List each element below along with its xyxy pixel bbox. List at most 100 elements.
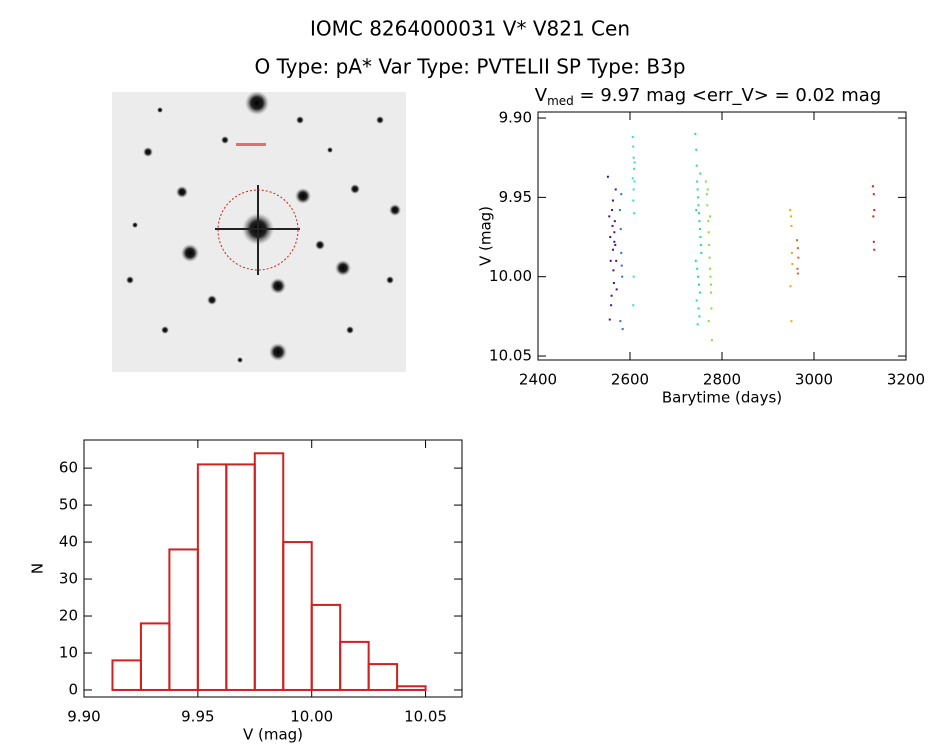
- data-point: [632, 199, 635, 202]
- data-point: [611, 248, 614, 251]
- data-point: [611, 209, 614, 212]
- data-point: [613, 240, 616, 243]
- data-point: [796, 272, 799, 275]
- data-point: [620, 251, 623, 254]
- x-axis-label: V (mag): [243, 726, 303, 744]
- data-point: [632, 275, 635, 278]
- title-main: V: [535, 85, 548, 106]
- y-tick-label: 20: [59, 607, 78, 625]
- data-point: [695, 164, 698, 167]
- y-axis-label: N: [29, 563, 47, 574]
- data-point: [619, 228, 622, 231]
- data-point: [698, 315, 701, 318]
- data-point: [699, 236, 702, 239]
- histogram-bar: [196, 463, 228, 691]
- page-subtitle: O Type: pA* Var Type: PVTELII SP Type: B…: [254, 55, 685, 79]
- data-point: [615, 259, 618, 262]
- data-point: [708, 256, 711, 259]
- data-point: [633, 180, 636, 183]
- histogram-bar: [339, 640, 370, 691]
- x-tick-label: 3000: [795, 371, 833, 389]
- x-tick-label: 10.05: [404, 708, 447, 726]
- data-point: [610, 294, 613, 297]
- data-point: [620, 264, 623, 267]
- data-point: [632, 156, 635, 159]
- x-tick-label: 10.00: [290, 708, 333, 726]
- data-point: [696, 180, 699, 183]
- x-tick-label: 2800: [703, 371, 741, 389]
- data-point: [699, 172, 702, 175]
- data-point: [608, 318, 611, 321]
- data-point: [621, 328, 624, 331]
- data-point: [695, 299, 698, 302]
- data-point: [796, 267, 799, 270]
- histogram-bar: [282, 541, 313, 691]
- data-point: [872, 215, 875, 218]
- x-tick-label: 2400: [519, 371, 557, 389]
- data-point: [872, 193, 875, 196]
- histogram-bar: [253, 452, 285, 691]
- data-point: [612, 269, 615, 272]
- x-axis-label: Barytime (days): [662, 389, 782, 407]
- axes-frame: [83, 439, 463, 698]
- data-point: [709, 267, 712, 270]
- data-point: [608, 215, 611, 218]
- data-point: [632, 188, 635, 191]
- y-tick-label: 50: [59, 496, 78, 514]
- y-tick-label: 0: [68, 680, 78, 698]
- x-tick-label: 3200: [887, 371, 925, 389]
- data-point: [795, 239, 798, 242]
- data-point: [697, 196, 700, 199]
- data-point: [789, 285, 792, 288]
- histogram-bar: [367, 663, 399, 691]
- data-point: [632, 304, 635, 307]
- data-point: [695, 209, 698, 212]
- data-point: [797, 256, 800, 259]
- y-tick-label: 10.00: [489, 267, 532, 285]
- data-point: [704, 180, 707, 183]
- data-point: [613, 220, 616, 223]
- y-tick-label: 40: [59, 533, 78, 551]
- data-point: [695, 148, 698, 151]
- data-point: [873, 248, 876, 251]
- y-tick-label: 10.05: [489, 347, 532, 365]
- data-point: [705, 193, 708, 196]
- histogram-bar: [168, 548, 199, 691]
- data-point: [796, 247, 799, 250]
- data-point: [789, 209, 792, 212]
- y-axis-label: V (mag): [477, 206, 495, 266]
- data-point: [618, 209, 621, 212]
- axes-frame: [537, 111, 907, 361]
- data-point: [709, 283, 712, 286]
- data-point: [613, 231, 616, 234]
- data-point: [696, 188, 699, 191]
- data-point: [700, 251, 703, 254]
- data-point: [790, 224, 793, 227]
- y-tick-label: 30: [59, 570, 78, 588]
- data-point: [698, 212, 700, 215]
- histogram-bar: [396, 685, 427, 691]
- x-tick-label: 2600: [611, 371, 649, 389]
- data-point: [694, 259, 697, 262]
- data-point: [633, 167, 636, 170]
- data-point: [697, 307, 700, 310]
- data-point: [710, 339, 713, 342]
- data-point: [610, 304, 613, 307]
- data-point: [698, 291, 701, 294]
- chart-title: Vmed = 9.97 mag <err_V> = 0.02 mag: [535, 85, 881, 108]
- x-tick-label: 9.95: [181, 708, 214, 726]
- data-point: [707, 220, 710, 223]
- data-point: [631, 177, 634, 180]
- data-point: [706, 204, 709, 207]
- data-point: [872, 240, 875, 243]
- star-field-image: [112, 91, 406, 372]
- data-point: [873, 209, 876, 212]
- histogram-bar: [111, 659, 142, 691]
- data-point: [621, 275, 624, 278]
- data-point: [620, 193, 623, 196]
- data-point: [790, 251, 793, 254]
- data-point: [698, 228, 701, 231]
- data-point: [609, 236, 612, 239]
- title-rest: = 9.97 mag <err_V> = 0.02 mag: [574, 85, 881, 106]
